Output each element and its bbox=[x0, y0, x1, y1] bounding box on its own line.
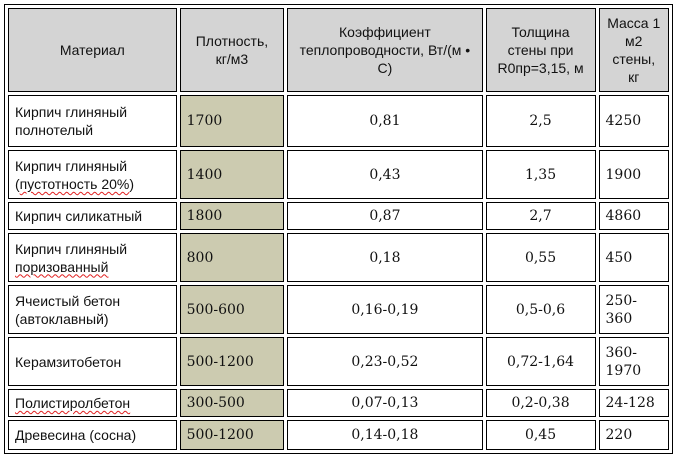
material-text: ) bbox=[129, 175, 135, 192]
cell-density: 500-1200 bbox=[179, 420, 285, 450]
header-conductivity: Коэффициент теплопроводности, Вт/(м • С) bbox=[287, 8, 483, 92]
material-text: Кирпич силикатный bbox=[15, 208, 143, 225]
cell-thickness: 2,5 bbox=[485, 95, 596, 148]
cell-density: 1400 bbox=[179, 150, 285, 200]
cell-thickness: 2,7 bbox=[485, 202, 596, 231]
cell-density: 500-600 bbox=[179, 285, 285, 335]
table-row: Кирпич глиняный (пустотность 20%) 1400 0… bbox=[8, 150, 669, 200]
material-text-misspelled: Полистиролбетон bbox=[15, 395, 131, 412]
header-material: Материал bbox=[8, 8, 177, 92]
cell-thickness: 0,2-0,38 bbox=[485, 389, 596, 418]
cell-mass: 220 bbox=[598, 420, 669, 450]
cell-thickness: 1,35 bbox=[485, 150, 596, 200]
cell-mass: 250-360 bbox=[598, 285, 669, 335]
cell-density: 800 bbox=[179, 233, 285, 283]
cell-conductivity: 0,14-0,18 bbox=[287, 420, 483, 450]
cell-material: Кирпич глиняный (пустотность 20%) bbox=[8, 150, 177, 200]
material-text: Древесина (сосна) bbox=[15, 427, 137, 444]
cell-conductivity: 0,43 bbox=[287, 150, 483, 200]
cell-thickness: 0,55 bbox=[485, 233, 596, 283]
cell-mass: 4250 bbox=[598, 95, 669, 148]
cell-conductivity: 0,81 bbox=[287, 95, 483, 148]
material-text: Ячеистый бетон (автоклавный) bbox=[15, 292, 121, 327]
table-row: Кирпич силикатный 1800 0,87 2,7 4860 bbox=[8, 202, 669, 231]
cell-thickness: 0,72-1,64 bbox=[485, 337, 596, 387]
cell-density: 1800 bbox=[179, 202, 285, 231]
material-text: Кирпич глиняный ( bbox=[15, 157, 128, 192]
table-row: Полистиролбетон 300-500 0,07-0,13 0,2-0,… bbox=[8, 389, 669, 418]
cell-mass: 24-128 bbox=[598, 389, 669, 418]
cell-material: Кирпич глиняный поризованный bbox=[8, 233, 177, 283]
header-row: Материал Плотность, кг/м3 Коэффициент те… bbox=[8, 8, 669, 92]
material-text: Керамзитобетон bbox=[15, 353, 122, 370]
material-text: Кирпич глиняный bbox=[15, 240, 128, 257]
cell-material: Ячеистый бетон (автоклавный) bbox=[8, 285, 177, 335]
header-mass: Масса 1 м2 стены, кг bbox=[598, 8, 669, 92]
cell-material: Кирпич силикатный bbox=[8, 202, 177, 231]
cell-mass: 360-1970 bbox=[598, 337, 669, 387]
cell-material: Полистиролбетон bbox=[8, 389, 177, 418]
cell-thickness: 0,5-0,6 bbox=[485, 285, 596, 335]
materials-table-frame: Материал Плотность, кг/м3 Коэффициент те… bbox=[4, 4, 673, 454]
table-row: Ячеистый бетон (автоклавный) 500-600 0,1… bbox=[8, 285, 669, 335]
table-row: Кирпич глиняный полнотелый 1700 0,81 2,5… bbox=[8, 95, 669, 148]
cell-density: 1700 bbox=[179, 95, 285, 148]
cell-material: Древесина (сосна) bbox=[8, 420, 177, 450]
cell-conductivity: 0,18 bbox=[287, 233, 483, 283]
header-density: Плотность, кг/м3 bbox=[179, 8, 285, 92]
material-text: Кирпич глиняный полнотелый bbox=[15, 104, 128, 139]
cell-density: 500-1200 bbox=[179, 337, 285, 387]
cell-density: 300-500 bbox=[179, 389, 285, 418]
cell-mass: 450 bbox=[598, 233, 669, 283]
cell-mass: 1900 bbox=[598, 150, 669, 200]
table-row: Кирпич глиняный поризованный 800 0,18 0,… bbox=[8, 233, 669, 283]
cell-material: Керамзитобетон bbox=[8, 337, 177, 387]
cell-conductivity: 0,23-0,52 bbox=[287, 337, 483, 387]
table-row: Древесина (сосна) 500-1200 0,14-0,18 0,4… bbox=[8, 420, 669, 450]
header-thickness: Толщина стены при R0пр=3,15, м bbox=[485, 8, 596, 92]
material-text-misspelled: поризованный bbox=[15, 258, 109, 275]
cell-conductivity: 0,07-0,13 bbox=[287, 389, 483, 418]
cell-thickness: 0,45 bbox=[485, 420, 596, 450]
material-text-misspelled: пустотность 20% bbox=[19, 175, 130, 192]
cell-mass: 4860 bbox=[598, 202, 669, 231]
cell-conductivity: 0,16-0,19 bbox=[287, 285, 483, 335]
table-row: Керамзитобетон 500-1200 0,23-0,52 0,72-1… bbox=[8, 337, 669, 387]
materials-table: Материал Плотность, кг/м3 Коэффициент те… bbox=[5, 5, 672, 453]
cell-conductivity: 0,87 bbox=[287, 202, 483, 231]
cell-material: Кирпич глиняный полнотелый bbox=[8, 95, 177, 148]
